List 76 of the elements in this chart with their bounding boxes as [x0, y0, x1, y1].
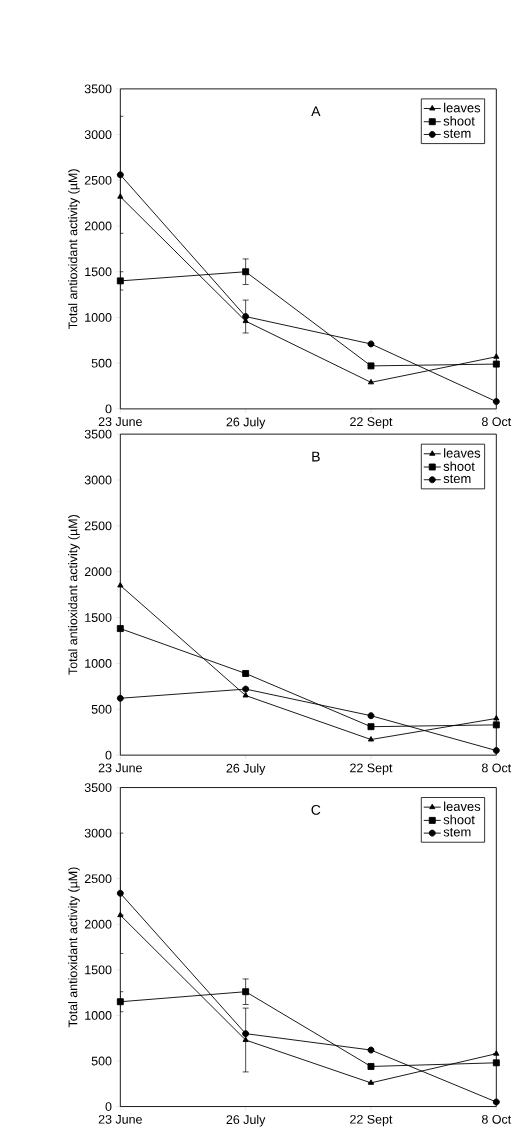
- x-tick-label: 26 July: [226, 417, 266, 429]
- y-axis-title: Total antioxidant activity (µM): [67, 515, 80, 675]
- legend-label: shoot: [443, 814, 475, 825]
- point: [367, 712, 375, 720]
- point: [242, 268, 249, 276]
- x-tick-label: 8 Oct: [481, 1114, 511, 1124]
- x-tick-label: 22 Sept: [349, 417, 393, 429]
- y-tick-label: 2500: [84, 175, 112, 185]
- y-tick-label: 0: [105, 750, 112, 760]
- legend-label: shoot: [443, 116, 475, 126]
- y-tick-label: 2000: [84, 567, 112, 577]
- point: [367, 378, 374, 385]
- x-tick-label: 23 June: [98, 417, 142, 427]
- x-tick-label: 26 July: [226, 763, 266, 776]
- y-tick-label: 1000: [85, 1011, 112, 1020]
- text: A: [311, 106, 321, 117]
- y-tick-label: 500: [91, 1056, 112, 1066]
- point: [116, 998, 124, 1006]
- point: [116, 277, 124, 285]
- legend-label: stem: [443, 474, 471, 484]
- y-tick-label: 3500: [84, 84, 112, 94]
- y-tick-label: 3500: [84, 429, 112, 439]
- y-tick-label: 3000: [84, 130, 112, 140]
- x-tick-label: 8 Oct: [481, 763, 511, 773]
- point: [116, 171, 124, 179]
- x-tick-label: 26 July: [226, 1114, 266, 1127]
- point: [242, 988, 249, 996]
- legend-label: leaves: [443, 102, 480, 113]
- point: [367, 723, 375, 731]
- y-axis-title: Total antioxidant activity (µM): [67, 169, 80, 330]
- y-tick-label: 2500: [84, 874, 112, 884]
- point: [116, 625, 124, 633]
- point: [493, 353, 500, 359]
- y-tick-label: 0: [105, 404, 112, 414]
- y-tick-label: 1500: [85, 965, 112, 975]
- point: [242, 1036, 249, 1042]
- point: [116, 889, 124, 897]
- point: [492, 747, 500, 754]
- legend-label: leaves: [443, 801, 480, 812]
- y-tick-label: 2500: [84, 521, 112, 531]
- point: [117, 193, 124, 199]
- point: [493, 714, 500, 721]
- y-axis-title: Total antioxidant activity (µM): [67, 867, 80, 1028]
- point: [116, 694, 124, 702]
- point: [492, 721, 500, 729]
- point: [492, 398, 500, 406]
- point: [242, 1030, 249, 1038]
- y-tick-label: 3000: [84, 828, 112, 838]
- y-tick-label: 1500: [85, 613, 112, 622]
- y-tick-label: 3500: [84, 783, 112, 792]
- x-tick-label: 23 June: [98, 1114, 142, 1124]
- y-tick-label: 1000: [85, 659, 112, 668]
- point: [242, 313, 249, 320]
- point: [242, 692, 249, 698]
- point: [367, 736, 374, 742]
- x-tick-label: 23 June: [98, 763, 142, 773]
- y-tick-label: 1000: [85, 313, 112, 322]
- y-tick-label: 2000: [84, 919, 112, 929]
- point: [117, 582, 124, 588]
- legend-label: stem: [443, 129, 471, 138]
- point: [242, 685, 249, 693]
- x-tick-label: 8 Oct: [481, 417, 511, 427]
- text: C: [311, 804, 321, 815]
- point: [242, 670, 249, 677]
- x-tick-label: 22 Sept: [349, 763, 393, 775]
- text: B: [312, 451, 320, 462]
- legend-label: shoot: [443, 461, 475, 471]
- y-tick-label: 1500: [85, 267, 112, 277]
- y-tick-label: 500: [91, 704, 112, 714]
- y-tick-label: 2000: [84, 221, 112, 231]
- x-tick-label: 22 Sept: [349, 1114, 393, 1127]
- y-tick-label: 500: [91, 358, 112, 368]
- legend-label: stem: [443, 827, 471, 837]
- y-tick-label: 3000: [84, 475, 112, 485]
- y-tick-label: 0: [105, 1102, 112, 1111]
- legend-label: leaves: [443, 448, 480, 458]
